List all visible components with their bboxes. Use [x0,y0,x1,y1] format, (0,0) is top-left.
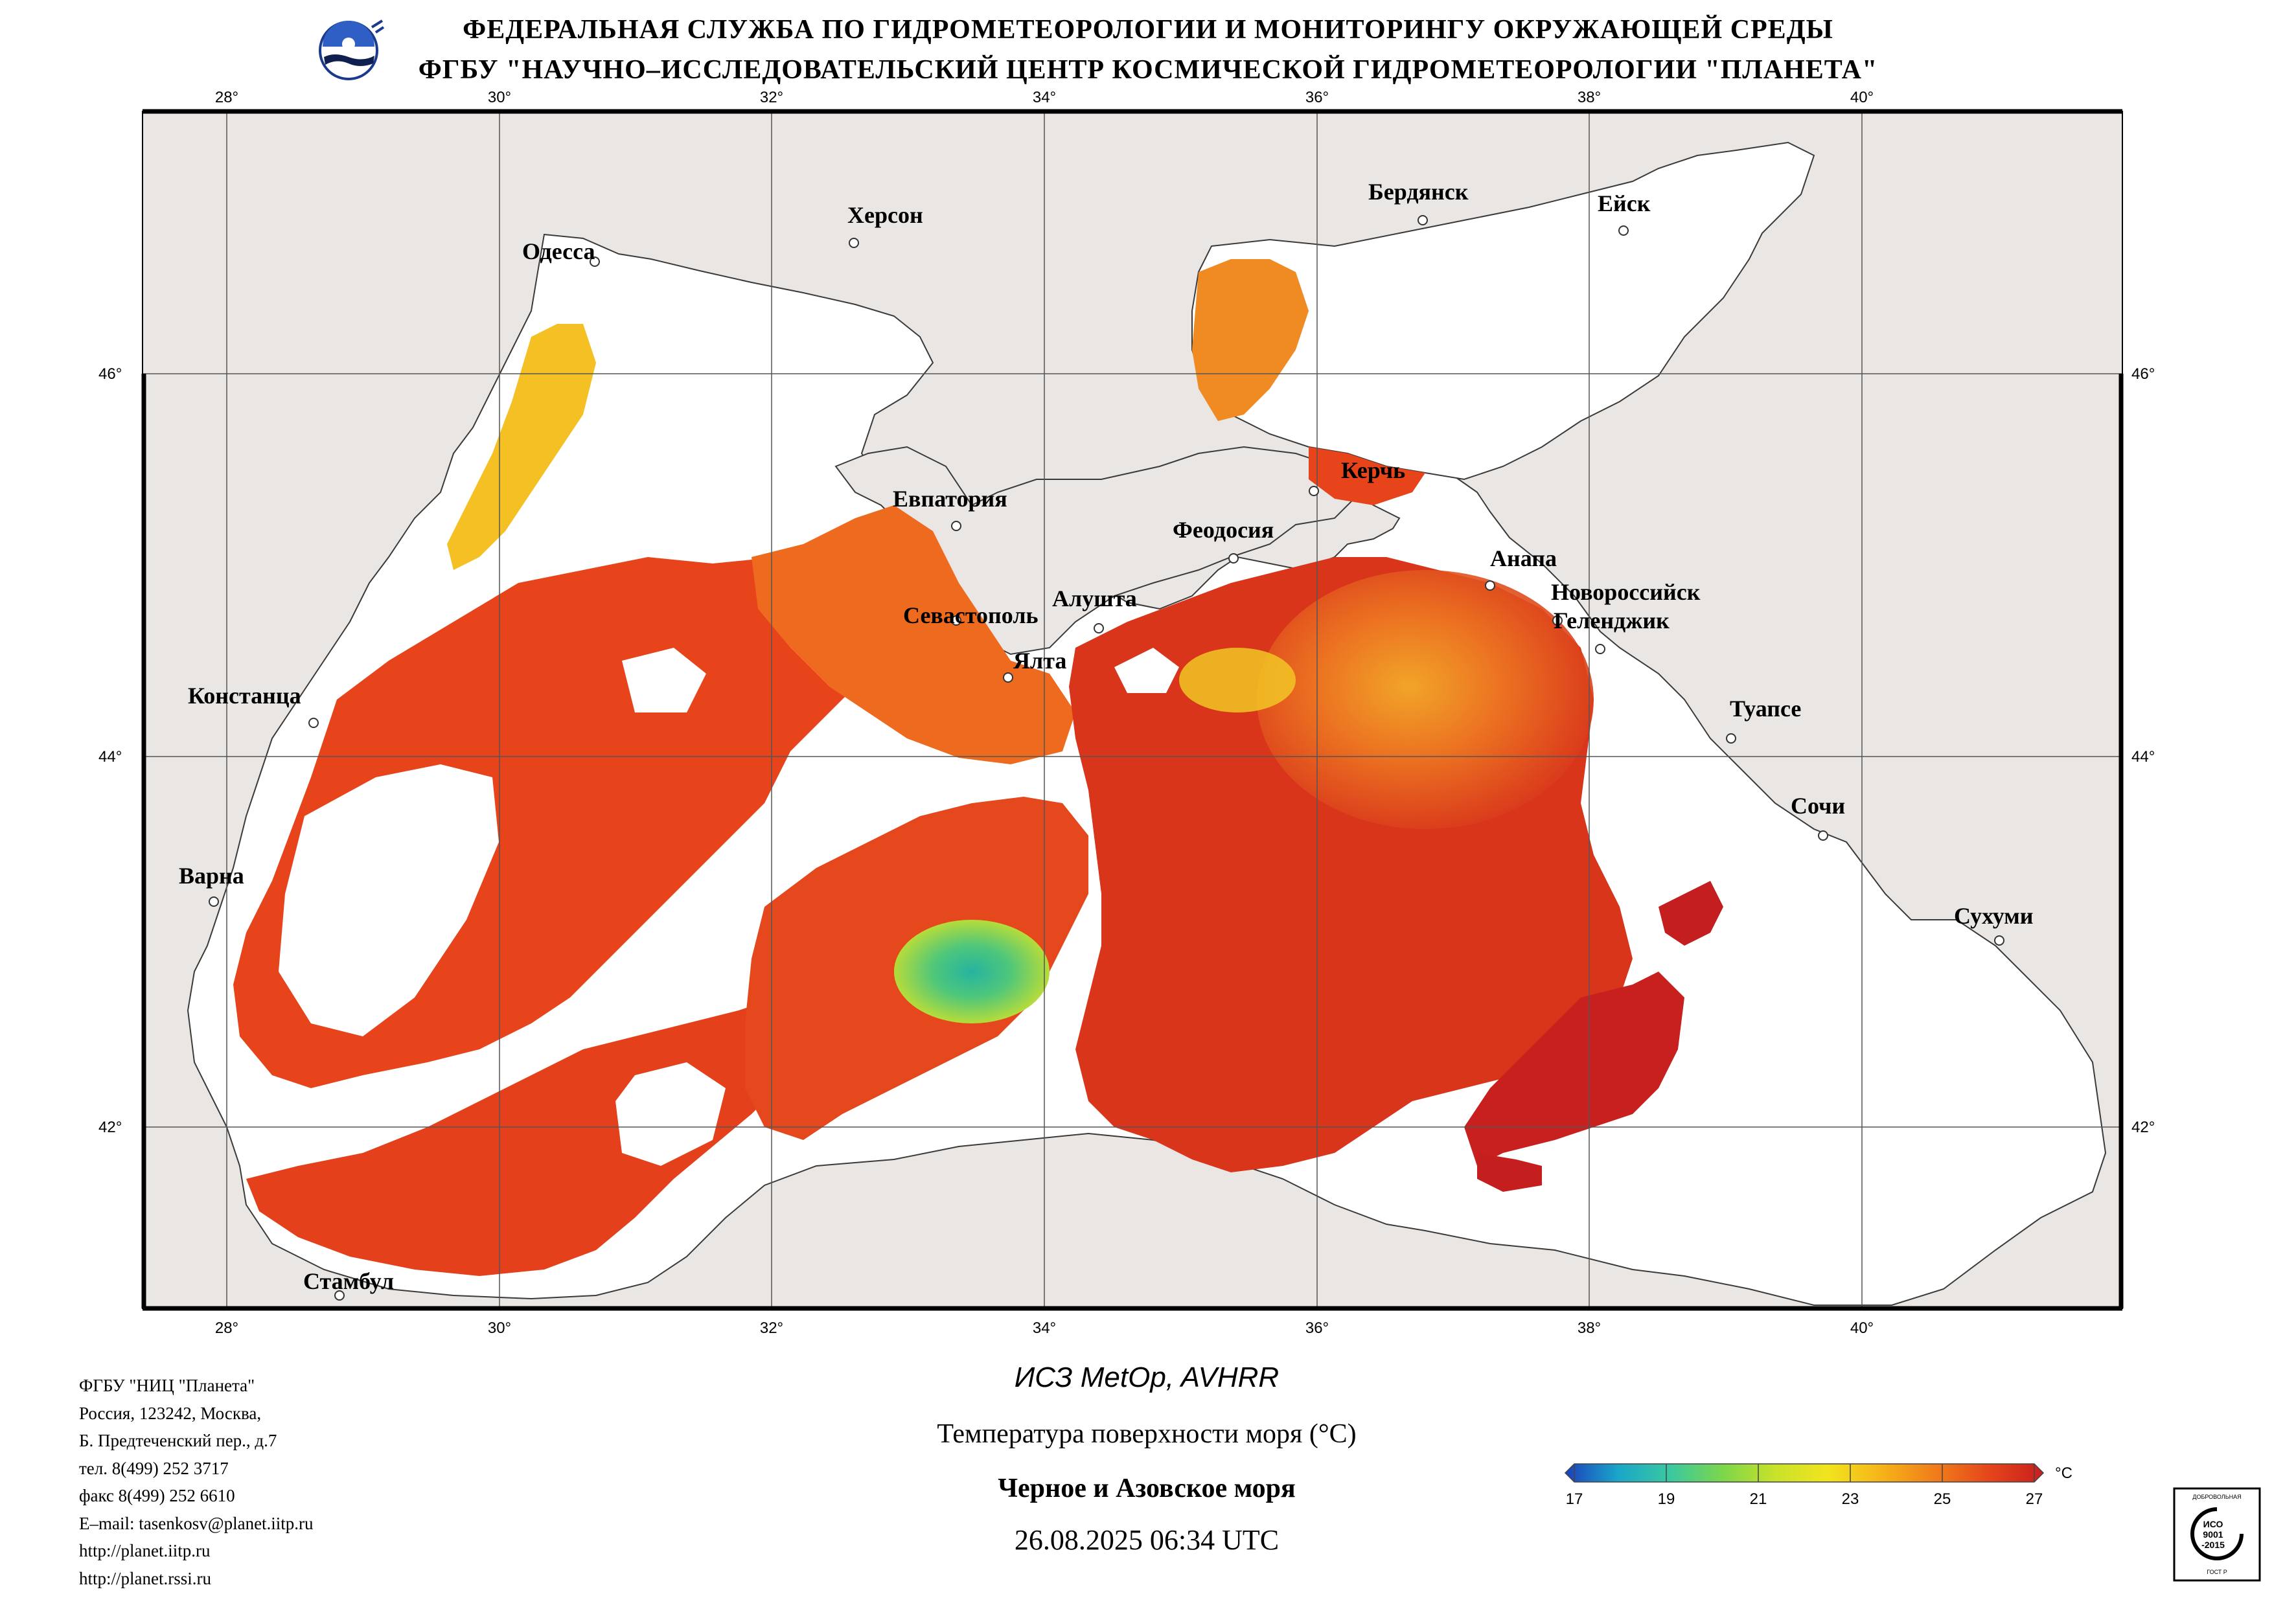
city-varna: Варна [179,863,244,889]
lat-tick-left-46: 46° [98,365,122,383]
iso-certification-badge: ДОБРОВОЛЬНАЯ ИСО 9001 -2015 ГОСТ Р [2173,1487,2261,1582]
city-yalta: Ялта [1013,648,1066,674]
info-line: ФГБУ "НИЦ "Планета" [79,1376,255,1395]
lon-tick-bottom-36: 36° [1305,1319,1329,1337]
sst-cold-spot [894,920,1050,1023]
azov-sea-area [1191,141,1815,481]
lat-tick-right-44: 44° [2131,748,2155,766]
header-agency: ФЕДЕРАЛЬНАЯ СЛУЖБА ПО ГИДРОМЕТЕОРОЛОГИИ … [463,15,1833,45]
city-novorossiysk: Новороссийск [1551,579,1701,605]
city-kherson: Херсон [847,202,923,228]
city-sevastopol: Севастополь [903,602,1039,628]
city-anapa: Анапа [1490,545,1557,571]
cloud-gap-1 [279,764,499,1036]
graticule [143,111,2122,1308]
iso-top-text: ДОБРОВОЛЬНАЯ [2192,1494,2241,1500]
city-feodosia: Феодосия [1173,517,1274,543]
sst-colorbar: 17 19 21 23 25 27 °C [1564,1463,2072,1508]
iso-text-1: ИСО [2203,1519,2223,1529]
info-line: Б. Предтеченский пер., д.7 [79,1431,277,1450]
city-gelendzhik: Геленджик [1554,608,1670,633]
city-markers [209,215,2004,1301]
lon-tick-bottom-28: 28° [215,1319,238,1337]
sst-red-blob-east [1659,881,1723,946]
info-line: http://planet.iitp.ru [79,1541,211,1560]
sst-southeast [1464,972,1684,1166]
cloud-gap-2 [1114,648,1179,693]
planeta-logo-icon [319,19,385,80]
sst-nw-coast [447,324,596,570]
datetime-label: 26.08.2025 06:34 UTC [1014,1524,1280,1556]
sst-warm-eddy [1257,570,1594,829]
colorbar-tick: 19 [1658,1490,1675,1508]
lon-tick-top-32: 32° [760,89,783,106]
city-alushta: Алушта [1052,586,1137,611]
iso-text-2: 9001 [2203,1529,2223,1540]
city-istanbul: Стамбул [303,1268,394,1294]
lon-tick-bottom-38: 38° [1578,1319,1601,1337]
iso-text-3: -2015 [2201,1540,2225,1550]
colorbar-tick: 23 [1842,1490,1859,1508]
city-yeysk: Ейск [1598,190,1651,216]
lon-tick-top-34: 34° [1033,89,1056,106]
lon-tick-top-30: 30° [488,89,511,106]
info-line: тел. 8(499) 252 3717 [79,1458,229,1478]
lat-tick-left-44: 44° [98,748,122,766]
lon-tick-top-40: 40° [1850,89,1874,106]
lon-tick-bottom-40: 40° [1850,1319,1874,1337]
sst-azov-kerch [1309,447,1425,505]
sst-warm-spot [1179,648,1296,712]
parameter-title: Температура поверхности моря (°C) [937,1419,1357,1449]
colorbar-bar [1564,1463,2045,1483]
contact-info: ФГБУ "НИЦ "Планета" Россия, 123242, Моск… [79,1372,314,1592]
frame-ticks [141,109,2124,1311]
info-line: E–mail: tasenkosv@planet.iitp.ru [79,1513,314,1533]
info-line: http://planet.rssi.ru [79,1568,211,1588]
sst-southeast-2 [1477,1153,1542,1192]
city-yevpatoria: Евпатория [893,486,1007,512]
info-line: Россия, 123242, Москва, [79,1403,262,1423]
city-odessa: Одесса [522,238,595,264]
city-sochi: Сочи [1791,793,1845,819]
city-tuapse: Туапсе [1730,696,1801,722]
lat-tick-right-42: 42° [2131,1119,2155,1136]
city-constanta: Констанца [188,683,301,709]
lon-tick-top-36: 36° [1305,89,1329,106]
lon-tick-bottom-32: 32° [760,1319,783,1337]
lon-tick-top-28: 28° [215,89,238,106]
colorbar-tick: 27 [2026,1490,2043,1508]
cloud-gap-3 [622,648,706,712]
lon-tick-bottom-34: 34° [1033,1319,1056,1337]
header-center: ФГБУ "НАУЧНО–ИССЛЕДОВАТЕЛЬСКИЙ ЦЕНТР КОС… [418,55,1878,85]
lon-tick-bottom-30: 30° [488,1319,511,1337]
satellite-title: ИСЗ MetOp, AVHRR [1014,1362,1280,1393]
colorbar-tick: 21 [1750,1490,1767,1508]
sst-southwest [246,997,803,1276]
city-kerch: Керчь [1341,457,1405,483]
region-title: Черное и Азовское моря [998,1474,1296,1503]
sst-azov-west [1192,259,1309,421]
colorbar-tick: 25 [1934,1490,1951,1508]
info-line: факс 8(499) 252 6610 [79,1486,235,1505]
cloud-gap-4 [615,1062,726,1166]
lat-tick-right-46: 46° [2131,365,2155,383]
city-sukhumi: Сухуми [1954,903,2034,929]
iso-bottom-text: ГОСТ Р [2207,1569,2227,1575]
city-berdyansk: Бердянск [1368,179,1469,205]
sst-crimea-coast [752,505,1075,764]
lon-tick-top-38: 38° [1578,89,1601,106]
lat-tick-left-42: 42° [98,1119,122,1136]
colorbar-tick: 17 [1566,1490,1583,1508]
colorbar-unit: °C [2055,1465,2072,1482]
